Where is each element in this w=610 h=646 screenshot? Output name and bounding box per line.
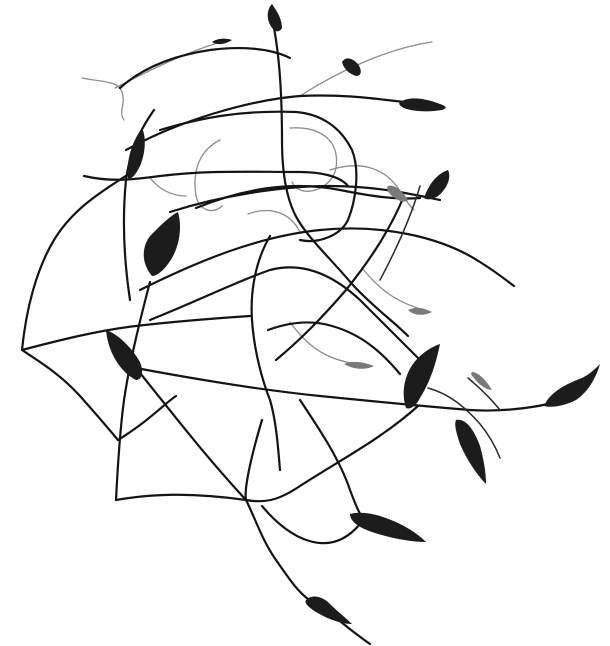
leaf-upper-right-2 [399,98,446,112]
leaves [106,4,600,624]
leaf-bottom-mid [350,512,426,542]
leaf-right-mid [424,170,450,200]
leaf-grey-right [471,372,492,390]
leaf-center-right [403,344,440,409]
leaf-grey-small-2 [408,307,432,315]
leaf-large-left [143,212,180,276]
leaf-bottom [305,596,352,624]
leaf-right-lower [455,419,486,484]
leaf-upper-right-1 [342,58,361,76]
leaf-upper-left [127,128,145,179]
leaf-far-right [544,364,600,407]
leaf-left-mid [106,330,143,380]
leaf-upper-small [212,38,232,45]
leaf-grey-mid [387,185,408,202]
leaf-grey-small-1 [344,361,374,369]
leaf-top [267,4,282,32]
